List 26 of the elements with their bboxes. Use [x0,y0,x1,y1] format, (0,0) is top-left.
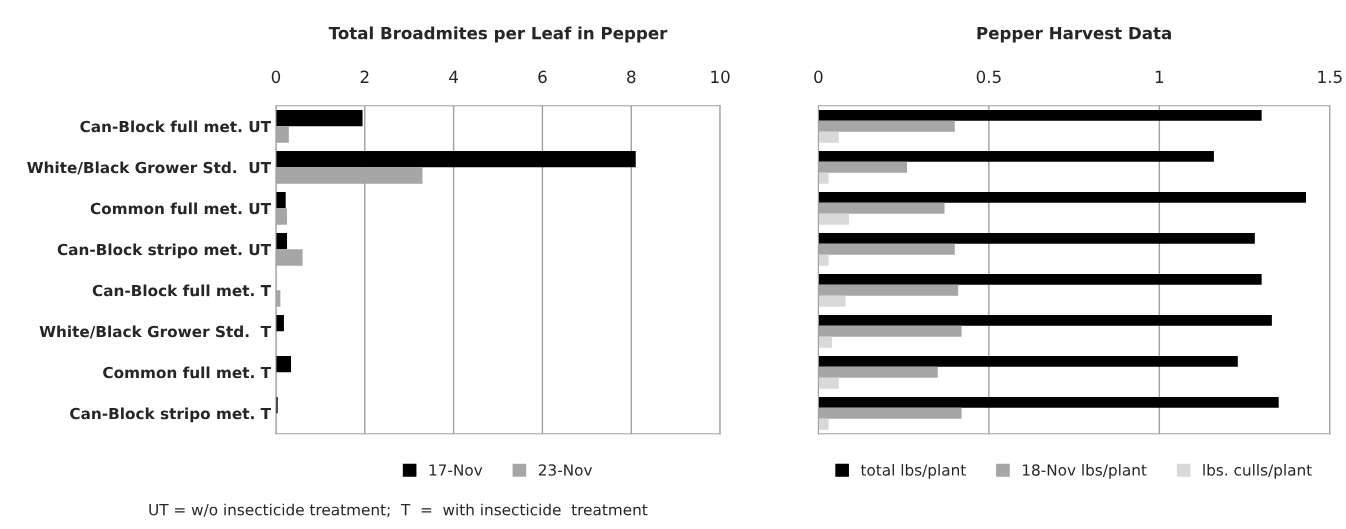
legend-label: total lbs/plant [860,463,966,479]
x-tick-label: 0 [271,70,281,84]
x-tick-label: 8 [627,70,636,84]
x-tick-label: 0 [814,70,823,84]
text: UT = w/o insecticide treatment; T = with insecticide treatment [149,503,648,518]
y-tick-label: White/Black Grower Std. UT [27,161,271,175]
y-tick-label: White/Black Grower Std. T [39,325,271,339]
x-tick-label: 0.5 [976,70,1001,84]
y-tick-label: Can-Block full met. UT [80,120,271,133]
legend-label: 17-Nov [429,464,483,476]
x-tick-label: 1 [1155,70,1164,83]
legend-label: 18-Nov lbs/plant [1022,463,1147,479]
y-tick-label: Can-Block full met. T [92,284,271,297]
y-tick-label: Common full met. UT [90,202,271,215]
y-tick-label: Can-Block stripo met. T [70,407,271,423]
x-tick-label: 6 [538,70,547,84]
legend-label: 23-Nov [538,464,593,476]
x-tick-label: 4 [449,70,458,83]
y-tick-label: Can-Block stripo met. UT [57,243,271,259]
y-tick-label: Common full met. T [103,366,271,379]
chart-title: Pepper Harvest Data [977,26,1171,43]
legend-label: lbs. culls/plant [1203,463,1312,479]
x-tick-label: 2 [360,70,369,83]
chart-title: Total Broadmites per Leaf in Pepper [328,26,668,43]
x-tick-label: 1.5 [1318,70,1342,84]
x-tick-label: 10 [711,70,730,84]
